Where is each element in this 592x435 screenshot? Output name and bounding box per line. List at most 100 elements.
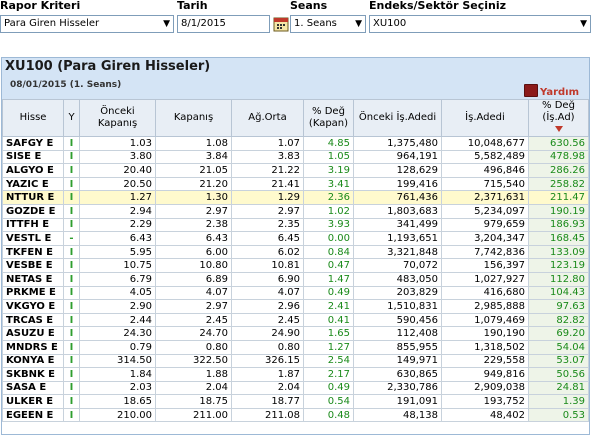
table-row[interactable]: EGEEN E I 210.00 211.00 211.08 0.48 48,138 48,4… (2, 407, 589, 423)
cell-change: 2.41 (303, 299, 354, 314)
cell-close: 2.04 (155, 380, 232, 396)
cell-change: 2.17 (303, 367, 354, 382)
cell-volume-change: 478.98 (528, 149, 589, 165)
cell-prev-volume: 203,829 (353, 285, 442, 301)
table-row[interactable]: MNDRS E I 0.79 0.80 0.80 1.27 855,955 1,318,502… (2, 339, 589, 355)
cell-prev-volume: 590,456 (353, 312, 442, 328)
help-link[interactable]: Yardım (524, 84, 579, 98)
table-row[interactable]: SKBNK E I 1.84 1.88 1.87 2.17 630,865 949,816 50… (2, 367, 589, 382)
cell-close: 1.88 (155, 367, 232, 382)
cell-volume: 5,234,097 (441, 203, 529, 219)
table-row[interactable]: SASA E I 2.03 2.04 2.04 0.49 2,330,786 2,909,03… (2, 380, 589, 396)
cell-close: 322.50 (155, 353, 232, 369)
col-header-symbol[interactable]: Hisse (2, 99, 64, 137)
cell-symbol: KONYA E (2, 353, 64, 369)
cell-prev-close: 10.75 (79, 258, 156, 273)
table-row[interactable]: KONYA E I 314.50 322.50 326.15 2.54 149,971 229… (2, 353, 589, 369)
cell-direction: I (63, 244, 80, 260)
cell-change: 3.41 (303, 176, 354, 192)
cell-volume: 48,402 (441, 407, 529, 423)
col-header-avg[interactable]: Ağ.Orta (231, 99, 304, 137)
table-row[interactable]: YAZIC E I 20.50 21.20 21.41 3.41 199,416 715,54… (2, 176, 589, 192)
cell-change: 0.00 (303, 231, 354, 246)
cell-change: 3.93 (303, 217, 354, 233)
session-label: Seans (290, 0, 328, 12)
cell-prev-close: 24.30 (79, 326, 156, 341)
cell-close: 2.38 (155, 217, 232, 233)
table-row[interactable]: NTTUR E I 1.27 1.30 1.29 2.36 761,436 2,371,631… (2, 190, 589, 205)
cell-close: 0.80 (155, 339, 232, 355)
session-select[interactable]: 1. Seans ▼ (290, 15, 366, 33)
cell-avg: 2.45 (231, 312, 304, 328)
date-input[interactable]: 8/1/2015 (177, 15, 270, 33)
col-header-prev-volume[interactable]: Önceki İş.Adedi (353, 99, 442, 137)
col-header-volume[interactable]: İş.Adedi (441, 99, 529, 137)
table-row[interactable]: NETAS E I 6.79 6.89 6.90 1.47 483,050 1,027,927… (2, 271, 589, 287)
page-subtitle: 08/01/2015 (1. Seans) (10, 80, 122, 90)
cell-change: 2.36 (303, 190, 354, 205)
col-header-close[interactable]: Kapanış (155, 99, 232, 137)
cell-volume: 715,540 (441, 176, 529, 192)
col-header-prev-close[interactable]: Önceki Kapanış (79, 99, 156, 137)
cell-volume-change: 53.07 (528, 353, 589, 369)
table-row[interactable]: TRCAS E I 2.44 2.45 2.45 0.41 590,456 1,079,469… (2, 312, 589, 328)
table-row[interactable]: GOZDE E I 2.94 2.97 2.97 1.02 1,803,683 5,234,0… (2, 203, 589, 219)
report-criteria-select[interactable]: Para Giren Hisseler ▼ (0, 15, 174, 33)
cell-volume: 1,079,469 (441, 312, 529, 328)
table-row[interactable]: SISE E I 3.80 3.84 3.83 1.05 964,191 5,582,489 4… (2, 149, 589, 165)
cell-prev-close: 4.05 (79, 285, 156, 301)
table-row[interactable]: TKFEN E I 5.95 6.00 6.02 0.84 3,321,848 7,742,8… (2, 244, 589, 260)
cell-close: 6.00 (155, 244, 232, 260)
col-header-y[interactable]: Y (63, 99, 80, 137)
cell-prev-volume: 70,072 (353, 258, 442, 273)
table-row[interactable]: VESBE E I 10.75 10.80 10.81 0.47 70,072 156,397… (2, 258, 589, 273)
cell-change: 1.05 (303, 149, 354, 165)
cell-symbol: PRKME E (2, 285, 64, 301)
cell-prev-volume: 112,408 (353, 326, 442, 341)
cell-volume-change: 0.53 (528, 407, 589, 423)
col-header-volume-change-label: % Değ (İş.Ad) (542, 100, 575, 123)
cell-prev-close: 2.29 (79, 217, 156, 233)
cell-prev-close: 210.00 (79, 407, 156, 423)
table-row[interactable]: ALGYO E I 20.40 21.05 21.22 3.19 128,629 496,84… (2, 163, 589, 178)
cell-direction: I (63, 353, 80, 369)
cell-change: 3.19 (303, 163, 354, 178)
cell-volume: 193,752 (441, 394, 529, 409)
table-row[interactable]: ITTFH E I 2.29 2.38 2.35 3.93 341,499 979,659 18… (2, 217, 589, 233)
calendar-icon[interactable] (273, 16, 289, 32)
col-header-volume-change[interactable]: % Değ (İş.Ad) (528, 99, 589, 137)
cell-direction: I (63, 149, 80, 165)
cell-prev-volume: 341,499 (353, 217, 442, 233)
index-select[interactable]: XU100 ▼ (369, 15, 591, 33)
cell-direction: I (63, 367, 80, 382)
cell-prev-volume: 199,416 (353, 176, 442, 192)
table-row[interactable]: ULKER E I 18.65 18.75 18.77 0.54 191,091 193,75… (2, 394, 589, 409)
cell-prev-volume: 483,050 (353, 271, 442, 287)
col-header-change[interactable]: % Değ (Kapan) (303, 99, 354, 137)
cell-prev-close: 20.50 (79, 176, 156, 192)
cell-symbol: VKGYO E (2, 299, 64, 314)
cell-avg: 6.90 (231, 271, 304, 287)
table-row[interactable]: VESTL E -6.43 6.43 6.45 0.00 1,193,651 3,204,3… (2, 231, 589, 246)
table-row[interactable]: PRKME E I 4.05 4.07 4.07 0.49 203,829 416,680 10… (2, 285, 589, 301)
cell-change: 1.65 (303, 326, 354, 341)
cell-avg: 0.80 (231, 339, 304, 355)
cell-direction: I (63, 203, 80, 219)
table-row[interactable]: SAFGY E I 1.03 1.08 1.07 4.85 1,375,480 10,048,… (2, 136, 589, 151)
filter-bar: Rapor Kriteri Para Giren Hisseler ▼ Tari… (0, 0, 592, 40)
table-row[interactable]: ASUZU E I 24.30 24.70 24.90 1.65 112,408 190,19… (2, 326, 589, 341)
cell-volume-change: 69.20 (528, 326, 589, 341)
date-value: 8/1/2015 (181, 18, 226, 29)
table-row[interactable]: VKGYO E I 2.90 2.97 2.96 2.41 1,510,831 2,985,8… (2, 299, 589, 314)
cell-volume-change: 133.09 (528, 244, 589, 260)
cell-avg: 10.81 (231, 258, 304, 273)
cell-change: 1.27 (303, 339, 354, 355)
cell-volume-change: 168.45 (528, 231, 589, 246)
cell-avg: 1.87 (231, 367, 304, 382)
cell-volume-change: 211.47 (528, 190, 589, 205)
stocks-table: Hisse Y Önceki Kapanış Kapanış Ağ.Orta %… (2, 99, 589, 423)
cell-prev-close: 3.80 (79, 149, 156, 165)
cell-close: 2.97 (155, 203, 232, 219)
cell-change: 0.41 (303, 312, 354, 328)
cell-prev-volume: 1,375,480 (353, 136, 442, 151)
